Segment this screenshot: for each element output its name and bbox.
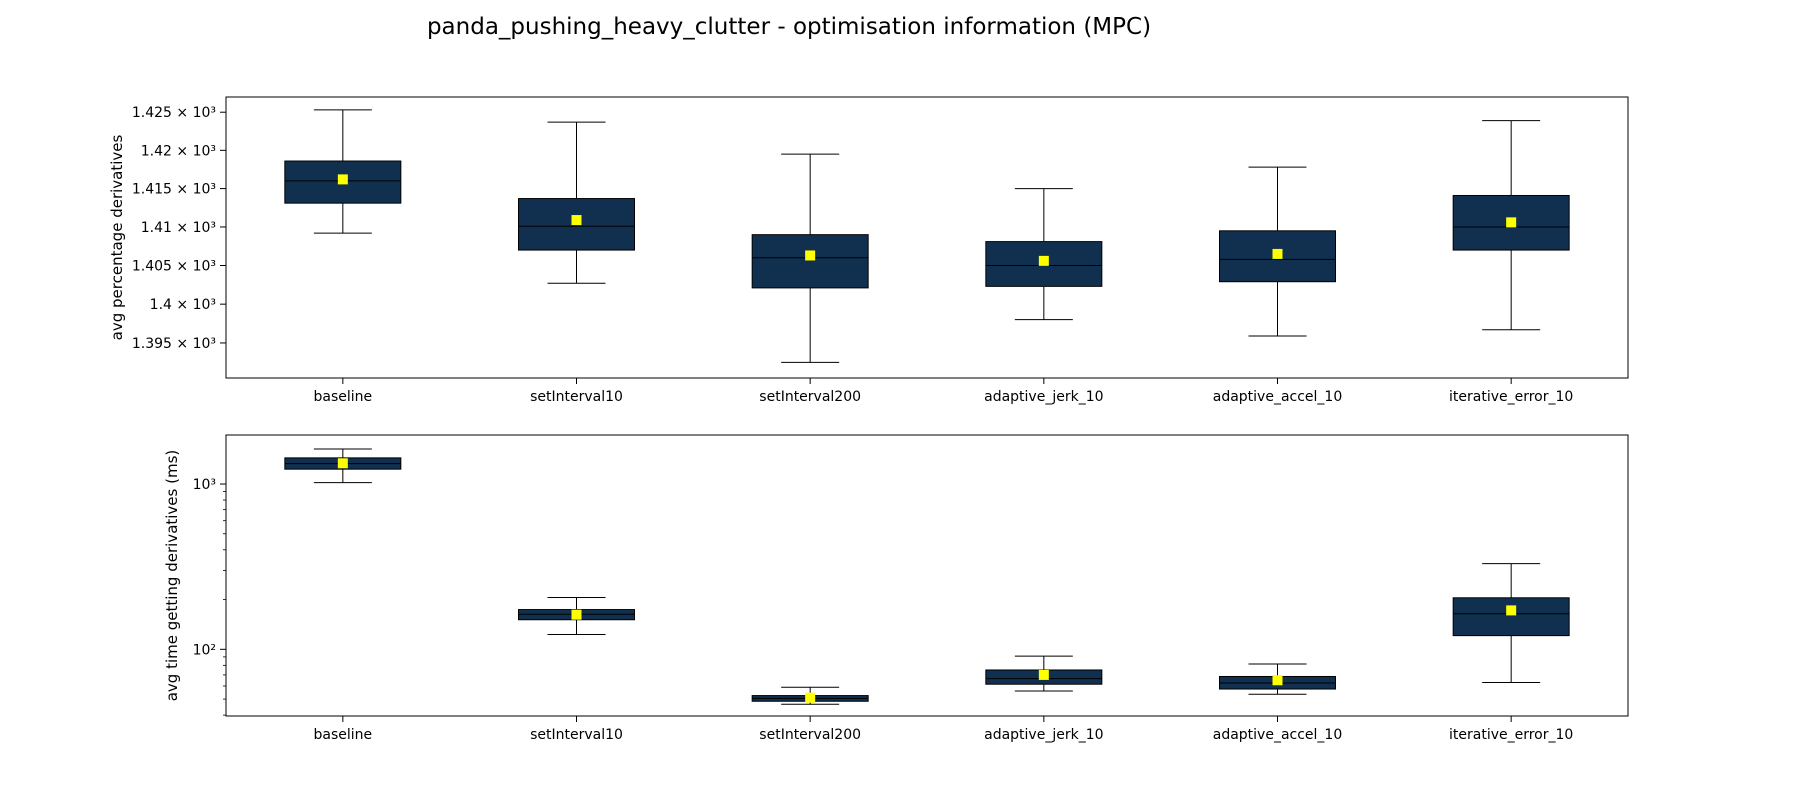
y-tick-label: 10² xyxy=(193,642,216,658)
box-plot-adaptive_jerk_10 xyxy=(985,188,1103,321)
mean-marker xyxy=(337,458,348,469)
axes-frame xyxy=(225,96,1629,379)
mean-marker xyxy=(1272,248,1283,259)
x-tick-label: adaptive_jerk_10 xyxy=(984,389,1103,405)
box-plot-setInterval10 xyxy=(518,596,635,635)
box-plot-baseline xyxy=(284,109,402,234)
mean-marker xyxy=(571,609,582,620)
mean-marker xyxy=(1038,669,1049,680)
y-tick-label: 1.395 × 10³ xyxy=(132,336,216,352)
y-axis-label: avg time getting derivatives (ms) xyxy=(163,450,181,702)
box-plot-adaptive_accel_10 xyxy=(1219,663,1336,695)
mean-marker xyxy=(1506,217,1517,228)
x-tick-label: iterative_error_10 xyxy=(1449,727,1573,743)
x-tick-label: adaptive_accel_10 xyxy=(1213,727,1343,743)
box-plot-setInterval200 xyxy=(751,686,869,705)
y-tick-label: 10³ xyxy=(193,477,216,493)
box-plot-setInterval10 xyxy=(518,121,635,284)
box-plot-adaptive_jerk_10 xyxy=(985,655,1103,692)
box-plot-setInterval200 xyxy=(751,153,869,363)
y-axis-label: avg percentage derivatives xyxy=(108,135,126,341)
mean-marker xyxy=(1038,255,1049,266)
figure-title: panda_pushing_heavy_clutter - optimisati… xyxy=(427,14,1151,40)
x-tick-label: setInterval200 xyxy=(759,389,861,405)
x-tick-label: adaptive_jerk_10 xyxy=(984,727,1103,743)
x-tick-label: adaptive_accel_10 xyxy=(1213,389,1343,405)
chart-panel-percentage-derivatives: 1.395 × 10³ 1.4 × 10³ 1.405 × 10³ 1.41 × 10… xyxy=(108,96,1629,405)
chart-panel-time-derivatives: 10² 10³ avg time getting derivatives (ms) b… xyxy=(163,434,1629,743)
mean-marker xyxy=(805,250,816,261)
mean-marker xyxy=(571,215,582,226)
x-tick-label: setInterval10 xyxy=(530,389,623,405)
box-iqr xyxy=(518,198,635,251)
mean-marker xyxy=(805,692,816,703)
y-tick-label: 1.42 × 10³ xyxy=(141,143,216,159)
mean-marker xyxy=(1272,675,1283,686)
box-plot-baseline xyxy=(284,448,402,484)
x-tick-label: iterative_error_10 xyxy=(1449,389,1573,405)
axes-frame xyxy=(225,434,1629,717)
y-tick-label: 1.4 × 10³ xyxy=(150,297,216,313)
box-iqr xyxy=(1452,597,1570,637)
mean-marker xyxy=(1506,605,1517,616)
x-tick-label: baseline xyxy=(314,389,373,405)
box-plot-iterative_error_10 xyxy=(1452,563,1570,683)
mean-marker xyxy=(337,174,348,185)
y-tick-label: 1.425 × 10³ xyxy=(132,105,216,121)
y-tick-label: 1.415 × 10³ xyxy=(132,182,216,198)
box-plot-iterative_error_10 xyxy=(1452,120,1570,331)
x-tick-label: baseline xyxy=(314,727,373,743)
x-tick-label: setInterval200 xyxy=(759,727,861,743)
box-plot-adaptive_accel_10 xyxy=(1219,166,1336,337)
y-tick-label: 1.405 × 10³ xyxy=(132,258,216,274)
x-tick-label: setInterval10 xyxy=(530,727,623,743)
box-iqr xyxy=(751,234,869,289)
y-tick-label: 1.41 × 10³ xyxy=(141,220,216,236)
